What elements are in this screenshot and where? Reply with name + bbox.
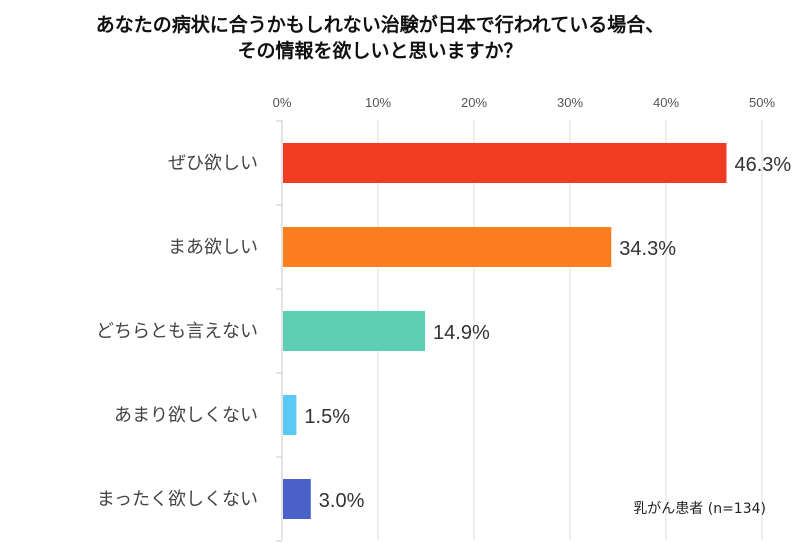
category-label: まあ欲しい [168, 237, 258, 258]
bar [283, 479, 311, 519]
bar [283, 143, 727, 183]
sample-note: 乳がん患者 (n=134) [633, 501, 766, 517]
bar [283, 395, 297, 435]
category-label: まったく欲しくない [97, 489, 258, 510]
x-tick-label: 40% [653, 95, 679, 110]
chart-title-line-2: その情報を欲しいと思いますか？ [237, 40, 523, 62]
x-tick-label: 30% [557, 95, 583, 110]
x-tick-label: 50% [749, 95, 775, 110]
category-label: どちらとも言えない [96, 321, 258, 342]
category-label: ぜひ欲しい [168, 153, 258, 174]
value-label: 3.0% [319, 490, 365, 512]
chart-title-line-1: あなたの病状に合うかもしれない治験が日本で行われている場合、 [95, 14, 665, 36]
category-label: あまり欲しくない [114, 405, 258, 426]
value-label: 14.9% [433, 322, 490, 344]
x-tick-label: 20% [461, 95, 487, 110]
bar [283, 227, 612, 267]
x-tick-label: 10% [365, 95, 391, 110]
value-label: 34.3% [619, 238, 676, 260]
chart-title: あなたの病状に合うかもしれない治験が日本で行われている場合、 その情報を欲しいと… [0, 12, 760, 64]
bar [283, 311, 426, 351]
value-label: 46.3% [734, 154, 791, 176]
value-label: 1.5% [304, 406, 350, 428]
x-tick-label: 0% [273, 95, 292, 110]
